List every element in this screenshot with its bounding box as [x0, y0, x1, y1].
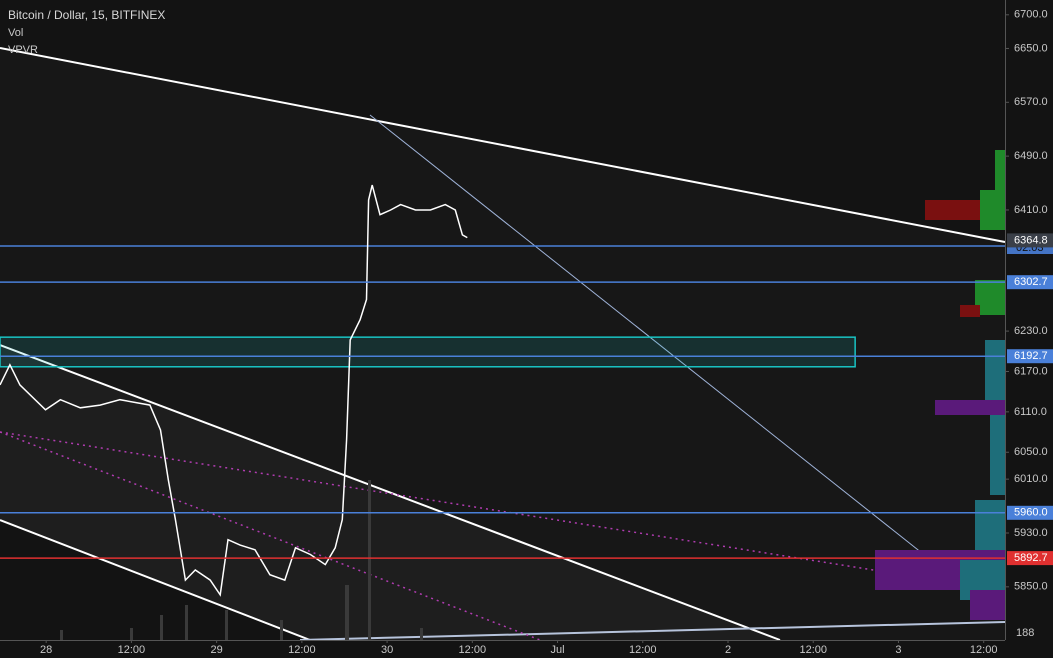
y-tick-label: 5850.0 [1014, 581, 1048, 593]
trend-line [299, 621, 1006, 641]
x-tick-label: 2 [725, 644, 731, 656]
volume-label: 188 [1016, 627, 1034, 639]
indicator-label: VPVR [8, 44, 38, 56]
x-tick-label: 12:00 [970, 644, 998, 656]
x-tick-label: 28 [40, 644, 52, 656]
y-tick-label: 6230.0 [1014, 325, 1048, 337]
x-tick-label: 30 [381, 644, 393, 656]
y-tick-label: 6650.0 [1014, 42, 1048, 54]
level-label: 6192.7 [1014, 350, 1048, 362]
x-tick-label: 29 [211, 644, 223, 656]
x-tick-label: 12:00 [799, 644, 827, 656]
trend-line [369, 114, 1001, 616]
y-tick-label: 6700.0 [1014, 9, 1048, 21]
trend-line [0, 47, 1006, 243]
x-tick-label: 12:00 [118, 644, 146, 656]
level-box [1007, 233, 1053, 248]
level-box [1007, 349, 1053, 364]
trend-line [0, 519, 311, 641]
zone [0, 336, 856, 368]
indicator-label: Vol [8, 27, 23, 39]
level-label: 5892.7 [1014, 552, 1048, 564]
chart-title: Bitcoin / Dollar, 15, BITFINEX [8, 8, 165, 22]
y-tick-label: 6490.0 [1014, 150, 1048, 162]
x-tick-label: 12:00 [629, 644, 657, 656]
y-tick-label: 6010.0 [1014, 473, 1048, 485]
level-label: 6302.7 [1014, 276, 1048, 288]
x-tick-label: 3 [895, 644, 901, 656]
level-label: 5960.0 [1014, 507, 1048, 519]
trend-line [0, 431, 1001, 591]
price-line [0, 184, 468, 597]
channel-fill [0, 48, 1005, 640]
trend-line [0, 344, 781, 641]
y-tick-label: 6570.0 [1014, 96, 1048, 108]
x-tick-label: Jul [551, 644, 565, 656]
time-axis [0, 640, 1053, 658]
volume-bars [60, 480, 423, 640]
trend-line [0, 431, 541, 641]
level-box [1007, 505, 1053, 520]
level-box [1007, 551, 1053, 566]
y-tick-label: 6410.0 [1014, 204, 1048, 216]
x-tick-label: 12:00 [288, 644, 316, 656]
y-tick-label: 6170.0 [1014, 365, 1048, 377]
level-box [1007, 275, 1053, 290]
level-label: 6364.8 [1014, 234, 1048, 246]
x-tick-label: 12:00 [459, 644, 487, 656]
volume-profile [875, 150, 1005, 620]
price-axis [1005, 0, 1053, 658]
y-tick-label: 6110.0 [1014, 406, 1047, 418]
y-tick-label: 5930.0 [1014, 527, 1048, 539]
y-tick-label: 6050.0 [1014, 446, 1048, 458]
